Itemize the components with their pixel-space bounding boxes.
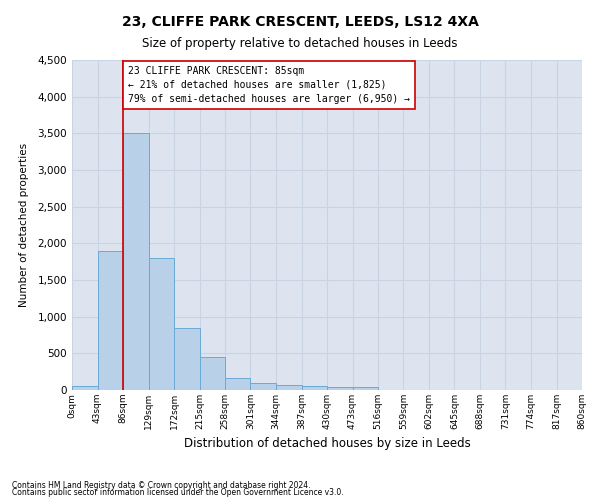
Bar — [149, 258, 174, 390]
Bar — [199, 357, 225, 390]
Bar — [327, 386, 353, 390]
Bar — [97, 250, 123, 390]
Bar — [353, 387, 378, 390]
Bar — [276, 384, 302, 390]
Bar — [251, 383, 276, 390]
Text: Size of property relative to detached houses in Leeds: Size of property relative to detached ho… — [142, 38, 458, 51]
Text: Contains public sector information licensed under the Open Government Licence v3: Contains public sector information licen… — [12, 488, 344, 497]
Bar — [174, 328, 199, 390]
Bar — [302, 386, 327, 390]
Text: 23 CLIFFE PARK CRESCENT: 85sqm
← 21% of detached houses are smaller (1,825)
79% : 23 CLIFFE PARK CRESCENT: 85sqm ← 21% of … — [128, 66, 410, 104]
Y-axis label: Number of detached properties: Number of detached properties — [19, 143, 29, 307]
Bar — [123, 134, 149, 390]
Text: 23, CLIFFE PARK CRESCENT, LEEDS, LS12 4XA: 23, CLIFFE PARK CRESCENT, LEEDS, LS12 4X… — [122, 15, 478, 29]
X-axis label: Distribution of detached houses by size in Leeds: Distribution of detached houses by size … — [184, 438, 470, 450]
Text: Contains HM Land Registry data © Crown copyright and database right 2024.: Contains HM Land Registry data © Crown c… — [12, 480, 311, 490]
Bar — [72, 386, 97, 390]
Bar — [225, 378, 251, 390]
